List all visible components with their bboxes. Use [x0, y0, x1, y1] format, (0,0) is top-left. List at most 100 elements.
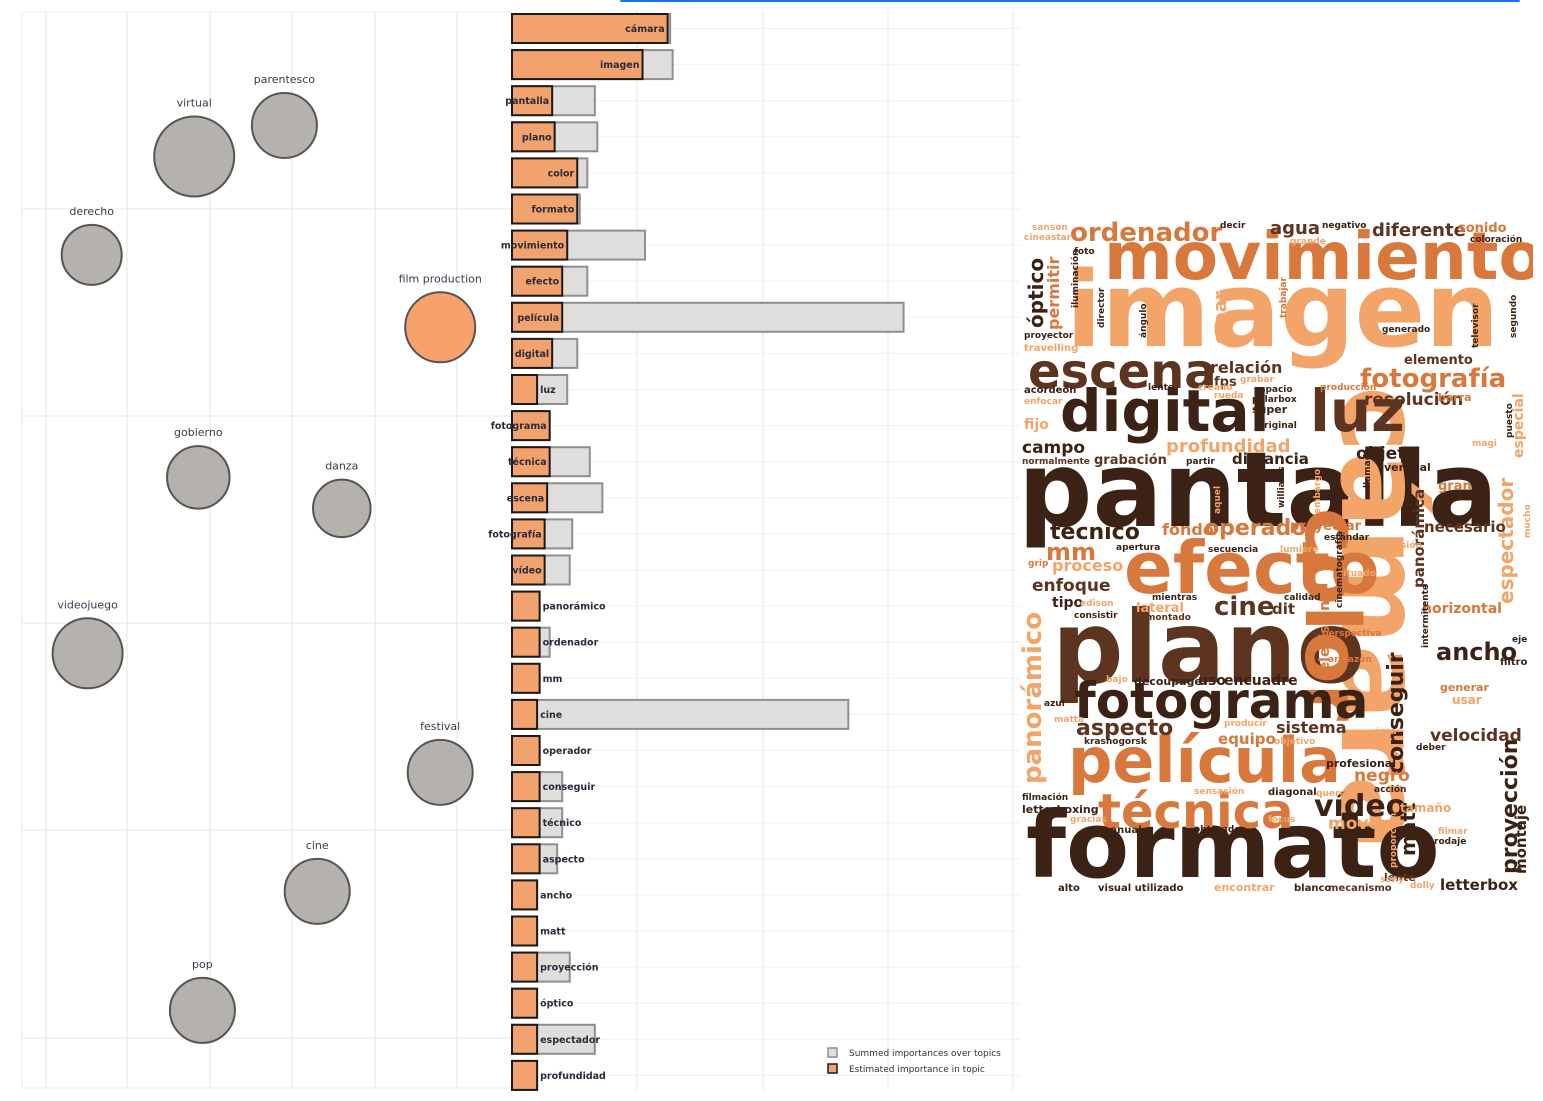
wordcloud-word: focus: [1268, 815, 1296, 825]
wordcloud-word: tamaño: [1400, 801, 1452, 815]
wordcloud-word: apertura: [1116, 543, 1161, 553]
wordcloud-word: calidad: [1284, 593, 1321, 603]
wordcloud-word: partir: [1186, 457, 1215, 467]
wordcloud-word: ancho: [1436, 638, 1518, 666]
topic-wordcloud: imagen movimiento pantalla cámara plano forma…: [1018, 218, 1533, 903]
topic-bubble[interactable]: [51, 617, 124, 690]
wordcloud-word: letterbox: [1440, 876, 1518, 894]
wordcloud-word: obturador: [1194, 825, 1245, 835]
wordcloud-word: aquel: [1213, 485, 1223, 514]
wordcloud-word: alto: [1058, 883, 1080, 894]
wordcloud-word: proyector: [1024, 331, 1074, 341]
wordcloud-word: dit: [1272, 600, 1296, 618]
wordcloud-word: magi: [1472, 439, 1497, 449]
wordcloud-word: original: [1258, 421, 1297, 431]
wordcloud-word: deber: [1416, 743, 1446, 753]
wordcloud-word: técnica: [1098, 784, 1294, 840]
topic-bubble[interactable]: [60, 223, 123, 286]
wordcloud-word: intermitente: [1421, 583, 1431, 648]
wordcloud-word: ordenador: [1070, 218, 1223, 248]
topic-bubble[interactable]: [312, 478, 372, 539]
wordcloud-word: negro: [1354, 766, 1410, 786]
wordcloud-word: gracias: [1070, 815, 1107, 825]
wordcloud-word: técnico: [1050, 520, 1140, 545]
wordcloud-word: relación: [1210, 358, 1283, 377]
wordcloud-word: necesario: [1424, 518, 1506, 536]
wordcloud-word: vertical: [1384, 461, 1431, 474]
wordcloud-word: luz: [1310, 377, 1405, 445]
topic-bubble[interactable]: [153, 115, 236, 198]
wordcloud-word: cineastar: [1024, 233, 1072, 243]
wordcloud-word: rueda: [1214, 391, 1244, 401]
top-accent-bar: [620, 0, 1520, 2]
wordcloud-word: equipo: [1218, 730, 1276, 748]
wordcloud-word: trabajar: [1279, 277, 1289, 318]
wordcloud-word: espacio: [1254, 385, 1293, 395]
topic-label: pop: [192, 958, 213, 971]
wordcloud-word: acordeón: [1024, 385, 1077, 396]
topic-bubbles[interactable]: virtual parentesco derecho film production g…: [51, 73, 482, 1044]
wordcloud-word: efecto: [1124, 526, 1380, 610]
wordcloud-word: agua: [1270, 218, 1320, 239]
wordcloud-word: visión: [1392, 541, 1422, 551]
wordcloud-word: cinematografía: [1335, 531, 1345, 608]
wordcloud-word: enfoque: [1032, 576, 1111, 596]
wordcloud-word: diagonal: [1268, 787, 1317, 798]
wordcloud-word: lateral: [1136, 601, 1184, 616]
wordcloud-word: puesto: [1505, 403, 1515, 438]
topic-label: danza: [325, 460, 358, 473]
topic-bubble[interactable]: [166, 445, 231, 510]
wordcloud-word: escena: [1028, 344, 1217, 400]
wordcloud-word: conseguir: [1384, 652, 1409, 774]
wordcloud-word: encuadre: [1224, 673, 1298, 689]
topic-bubble[interactable]: [283, 857, 351, 925]
wordcloud-word: mover: [1328, 814, 1389, 834]
topic-label: gobierno: [174, 426, 223, 439]
wordcloud-word: campo: [1022, 438, 1086, 458]
topic-label: virtual: [177, 97, 212, 110]
wordcloud-word: grabar: [1240, 375, 1274, 385]
wordcloud-word: película: [1068, 724, 1341, 797]
wordcloud-word: profundidad: [1166, 436, 1291, 457]
topic-label: film production: [399, 272, 482, 285]
wordcloud-word: óptico: [1024, 257, 1048, 328]
wordcloud-word: fijo: [1024, 417, 1049, 433]
topic-label: festival: [420, 720, 460, 733]
wordcloud-word: fotograma: [1074, 672, 1369, 730]
wordcloud-word: cine: [1214, 592, 1275, 622]
wordcloud-word: perspectiva: [1322, 629, 1382, 639]
wordcloud-word: gran: [1438, 479, 1472, 494]
topic-map-frame: [21, 11, 513, 1089]
topic-bubble[interactable]: [404, 291, 477, 364]
wordcloud-word: secuencia: [1208, 545, 1259, 555]
wordcloud-word: mientras: [1152, 593, 1198, 603]
wordcloud-word: pantalla: [1018, 429, 1499, 551]
wordcloud-word: rodaje: [1434, 837, 1467, 847]
wordcloud-word: letterboxing: [1022, 803, 1099, 816]
wordcloud-word: decir: [1220, 221, 1246, 231]
topic-label: derecho: [69, 205, 114, 218]
wordcloud-word: diferente: [1372, 220, 1466, 241]
topic-label: cine: [306, 839, 329, 852]
wordcloud-word: horizontal: [1422, 601, 1502, 617]
wordcloud-word: producción: [1320, 383, 1377, 393]
wordcloud-word: espectador: [1494, 477, 1518, 604]
topic-bubble[interactable]: [250, 91, 318, 159]
wordcloud-word: televisión: [1317, 600, 1333, 678]
wordcloud-word: manual: [1100, 825, 1142, 836]
wordcloud-word: objeto: [1356, 444, 1418, 464]
wordcloud-word: permitir: [1044, 256, 1063, 330]
wordcloud-word: pillarbox: [1252, 395, 1297, 405]
wordcloud-word: subacuático: [1063, 626, 1073, 688]
wordcloud-word: distancia: [1232, 450, 1309, 468]
wordcloud-word: barra: [1438, 391, 1472, 404]
wordcloud-word: foto: [1074, 247, 1095, 257]
topic-bubble[interactable]: [168, 976, 236, 1044]
topic-bubble[interactable]: [406, 738, 474, 806]
wordcloud-word: filtro: [1500, 657, 1528, 668]
wordcloud-word: elemento: [1404, 353, 1473, 368]
wordcloud-word: travelling: [1024, 343, 1079, 354]
wordcloud-word: blanco: [1294, 883, 1332, 894]
wordcloud-word: mecanismo: [1328, 883, 1392, 894]
